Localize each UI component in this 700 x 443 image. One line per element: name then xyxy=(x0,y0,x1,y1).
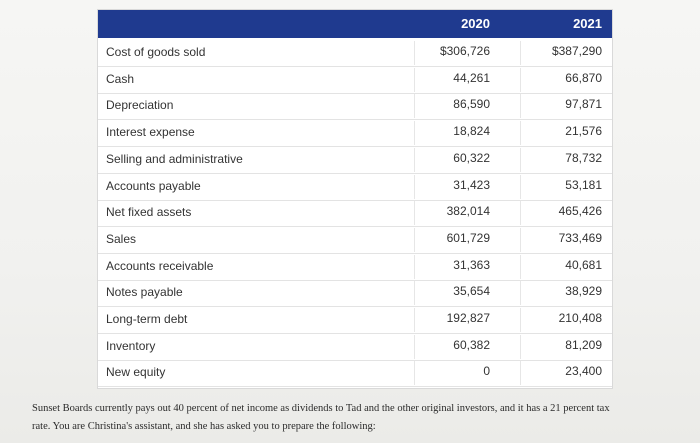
cell-2021-box xyxy=(520,201,607,226)
value-2021: 40,681 xyxy=(565,257,602,272)
table-row: Notes payable 35,654 38,929 xyxy=(98,280,612,308)
row-label: Net fixed assets xyxy=(106,205,192,220)
cell-2020-box xyxy=(414,361,497,386)
table-row: Inventory 60,382 81,209 xyxy=(98,334,612,361)
table-row: Long-term debt 192,827 210,408 xyxy=(98,307,612,334)
table-row: Net fixed assets 382,014 465,426 xyxy=(98,200,612,228)
value-2021: 38,929 xyxy=(565,284,602,299)
cell-2020-box xyxy=(414,174,497,199)
value-2020: 601,729 xyxy=(446,230,490,245)
table-row: Cash 44,261 66,870 xyxy=(98,67,612,94)
value-2021: 465,426 xyxy=(558,204,602,219)
cell-2020-box xyxy=(414,281,497,306)
row-label: Selling and administrative xyxy=(106,151,243,166)
table-row: Accounts receivable 31,363 40,681 xyxy=(98,254,612,281)
cell-2021-box xyxy=(520,41,607,65)
value-2020: 31,423 xyxy=(453,177,490,192)
value-2021: $387,290 xyxy=(551,44,602,58)
value-2020: 86,590 xyxy=(453,97,490,112)
value-2020: 0 xyxy=(483,364,490,379)
cell-2020-box xyxy=(414,201,497,226)
cell-2020-box xyxy=(414,41,497,65)
row-label: Accounts payable xyxy=(106,178,201,193)
row-label: New equity xyxy=(106,365,166,380)
table-row: Accounts payable 31,423 53,181 xyxy=(98,174,612,201)
cell-2021-box xyxy=(520,281,607,306)
row-label: Notes payable xyxy=(106,285,183,300)
cell-2020-box xyxy=(414,147,497,172)
value-2021: 97,871 xyxy=(565,97,602,112)
value-2021: 53,181 xyxy=(565,177,602,192)
value-2021: 81,209 xyxy=(565,337,602,352)
cell-2021-box xyxy=(520,121,607,146)
cell-2021-box xyxy=(520,227,607,252)
table-row: Depreciation 86,590 97,871 xyxy=(98,93,612,121)
table-row: Sales 601,729 733,469 xyxy=(98,227,612,254)
problem-text: Sunset Boards currently pays out 40 perc… xyxy=(32,400,692,436)
table-row: Interest expense 18,824 21,576 xyxy=(98,120,612,148)
cell-2020-box xyxy=(414,334,497,359)
problem-text-line-2: rate. You are Christina's assistant, and… xyxy=(32,421,376,432)
cell-2020-box xyxy=(414,67,497,92)
cell-2020-box xyxy=(414,227,497,252)
value-2021: 21,576 xyxy=(565,124,602,139)
value-2020: $306,726 xyxy=(439,44,490,58)
table-row: Selling and administrative 60,322 78,732 xyxy=(98,147,612,174)
row-label: Sales xyxy=(106,231,137,246)
cell-2020-box xyxy=(414,254,497,279)
value-2021: 733,469 xyxy=(558,230,602,245)
problem-text-line-1: Sunset Boards currently pays out 40 perc… xyxy=(32,403,610,414)
cell-2021-box xyxy=(520,334,607,359)
cell-2021-box xyxy=(520,254,607,279)
value-2021: 66,870 xyxy=(565,70,602,85)
cell-2020-box xyxy=(414,308,497,332)
cell-2021-box xyxy=(520,174,607,199)
cell-2020-box xyxy=(414,121,497,146)
row-label: Cash xyxy=(106,71,135,86)
financial-data-table: 2020 2021 Cost of goods sold $306,726 $387… xyxy=(98,10,612,388)
value-2021: 23,400 xyxy=(565,364,602,379)
row-label: Depreciation xyxy=(106,98,174,113)
header-year-2020: 2020 xyxy=(461,16,490,31)
cell-2021-box xyxy=(520,94,607,119)
table-header: 2020 2021 xyxy=(98,10,612,38)
value-2021: 210,408 xyxy=(558,311,602,325)
header-year-2021: 2021 xyxy=(573,16,602,31)
value-2020: 44,261 xyxy=(453,70,490,85)
value-2020: 382,014 xyxy=(446,204,490,219)
row-label: Accounts receivable xyxy=(106,258,214,273)
cell-2021-box xyxy=(520,308,607,332)
row-label: Inventory xyxy=(106,338,156,353)
cell-2020-box xyxy=(414,94,497,119)
value-2020: 60,382 xyxy=(453,337,490,352)
table-row: New equity 0 23,400 xyxy=(98,360,612,388)
value-2020: 35,654 xyxy=(453,284,490,299)
table-row: Cost of goods sold $306,726 $387,290 xyxy=(98,40,612,67)
value-2021: 78,732 xyxy=(565,150,602,165)
cell-2021-box xyxy=(520,147,607,172)
row-label: Long-term debt xyxy=(106,312,188,326)
row-label: Cost of goods sold xyxy=(106,45,206,59)
value-2020: 18,824 xyxy=(453,124,490,139)
value-2020: 192,827 xyxy=(446,311,490,325)
cell-2021-box xyxy=(520,361,607,386)
cell-2021-box xyxy=(520,67,607,92)
row-label: Interest expense xyxy=(106,125,195,140)
value-2020: 60,322 xyxy=(453,150,490,165)
value-2020: 31,363 xyxy=(453,257,490,272)
